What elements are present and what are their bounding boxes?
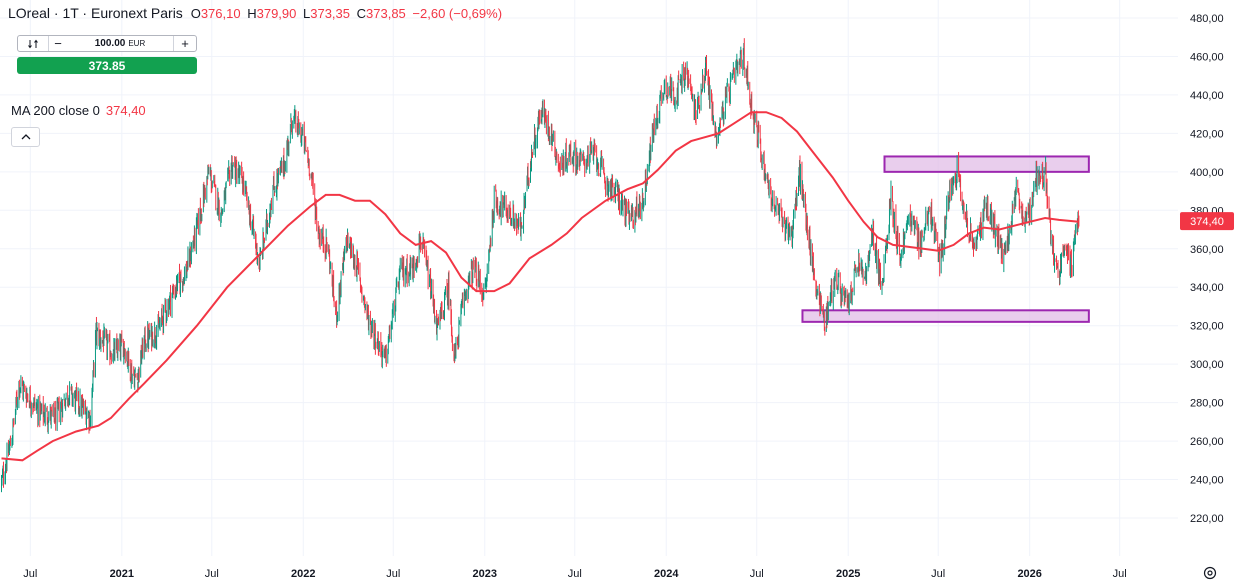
current-price-label: 374,40 <box>1190 216 1224 228</box>
time-tick-label: 2023 <box>473 568 497 580</box>
indicator-legend[interactable]: MA 200 close 0 374,40 <box>11 103 146 118</box>
price-tick-label: 240,00 <box>1190 475 1224 487</box>
quantity-stepper[interactable]: − 100.00 EUR + <box>17 35 197 52</box>
time-tick-label: 2024 <box>654 568 679 580</box>
ohlc-values: O376,10 H379,90 L373,35 C373,85 −2,60 (−… <box>191 6 505 21</box>
price-tick-label: 280,00 <box>1190 398 1224 410</box>
ma-200-line <box>1 111 1079 462</box>
time-tick-label: 2021 <box>110 568 134 580</box>
price-tick-label: 220,00 <box>1190 513 1224 525</box>
high-value: 379,90 <box>256 6 297 21</box>
price-tick-label: 300,00 <box>1190 359 1224 371</box>
time-tick-label: 2026 <box>1017 568 1041 580</box>
support-resistance-zone[interactable] <box>801 309 1090 323</box>
sync-icon[interactable] <box>18 36 49 51</box>
price-tick-label: 320,00 <box>1190 321 1224 333</box>
time-tick-label: 2022 <box>291 568 315 580</box>
quantity-value: 100.00 <box>94 38 126 49</box>
indicator-value: 374,40 <box>105 103 146 118</box>
price-tick-label: 340,00 <box>1190 282 1224 294</box>
indicator-label: MA 200 close 0 <box>11 103 100 118</box>
close-value: 373,85 <box>366 6 406 21</box>
price-zones[interactable] <box>801 155 1090 323</box>
time-tick-label: Jul <box>205 568 219 580</box>
time-tick-label: Jul <box>750 568 764 580</box>
buy-button[interactable]: 373.85 <box>17 57 197 74</box>
decrease-button[interactable]: − <box>54 36 62 51</box>
moving-average-line <box>1 111 1079 462</box>
open-key: O <box>190 6 201 21</box>
change-value: −2,60 (−0,69%) <box>412 6 503 21</box>
candlesticks <box>0 38 1080 493</box>
support-resistance-zone[interactable] <box>883 155 1090 173</box>
quantity-field[interactable]: 100.00 EUR <box>67 36 173 51</box>
time-axis[interactable]: Jul 2021 Jul 2022 Jul 2023 Jul 2024 Jul 2025 Jul 20… <box>23 568 1126 580</box>
current-price-tag[interactable] <box>1180 212 1234 231</box>
price-tick-label: 400,00 <box>1190 167 1224 179</box>
close-key: C <box>356 6 367 21</box>
high-key: H <box>247 6 257 21</box>
open-value: 376,10 <box>200 6 241 21</box>
currency-label: EUR <box>128 39 146 48</box>
time-tick-label: Jul <box>568 568 582 580</box>
chevron-up-icon[interactable] <box>11 127 40 147</box>
time-tick-label: Jul <box>931 568 945 580</box>
price-tick-label: 360,00 <box>1190 244 1224 256</box>
buy-price: 373.85 <box>88 58 126 73</box>
time-tick-label: Jul <box>386 568 400 580</box>
price-tick-label: 420,00 <box>1190 128 1224 140</box>
price-tick-label: 260,00 <box>1190 436 1224 448</box>
gear-hub <box>1207 570 1213 576</box>
chart-legend-header: LOreal · 1T · Euronext Paris O376,10 H37… <box>8 5 505 21</box>
time-tick-label: 2025 <box>836 568 860 580</box>
price-tick-label: 480,00 <box>1190 13 1224 25</box>
increase-button[interactable]: + <box>173 36 196 51</box>
gear-ring <box>1203 566 1217 580</box>
low-value: 373,35 <box>310 6 350 21</box>
gear-icon[interactable] <box>1203 566 1217 580</box>
time-tick-label: Jul <box>23 568 37 580</box>
price-tick-label: 440,00 <box>1190 90 1224 102</box>
time-tick-label: Jul <box>1113 568 1127 580</box>
price-axis[interactable]: 480,00460,00440,00420,00400,00380,00360,… <box>1180 13 1234 580</box>
grid <box>0 0 1178 556</box>
price-tick-label: 460,00 <box>1190 51 1224 63</box>
low-key: L <box>303 6 311 21</box>
symbol-title[interactable]: LOreal · 1T · Euronext Paris <box>8 5 183 21</box>
